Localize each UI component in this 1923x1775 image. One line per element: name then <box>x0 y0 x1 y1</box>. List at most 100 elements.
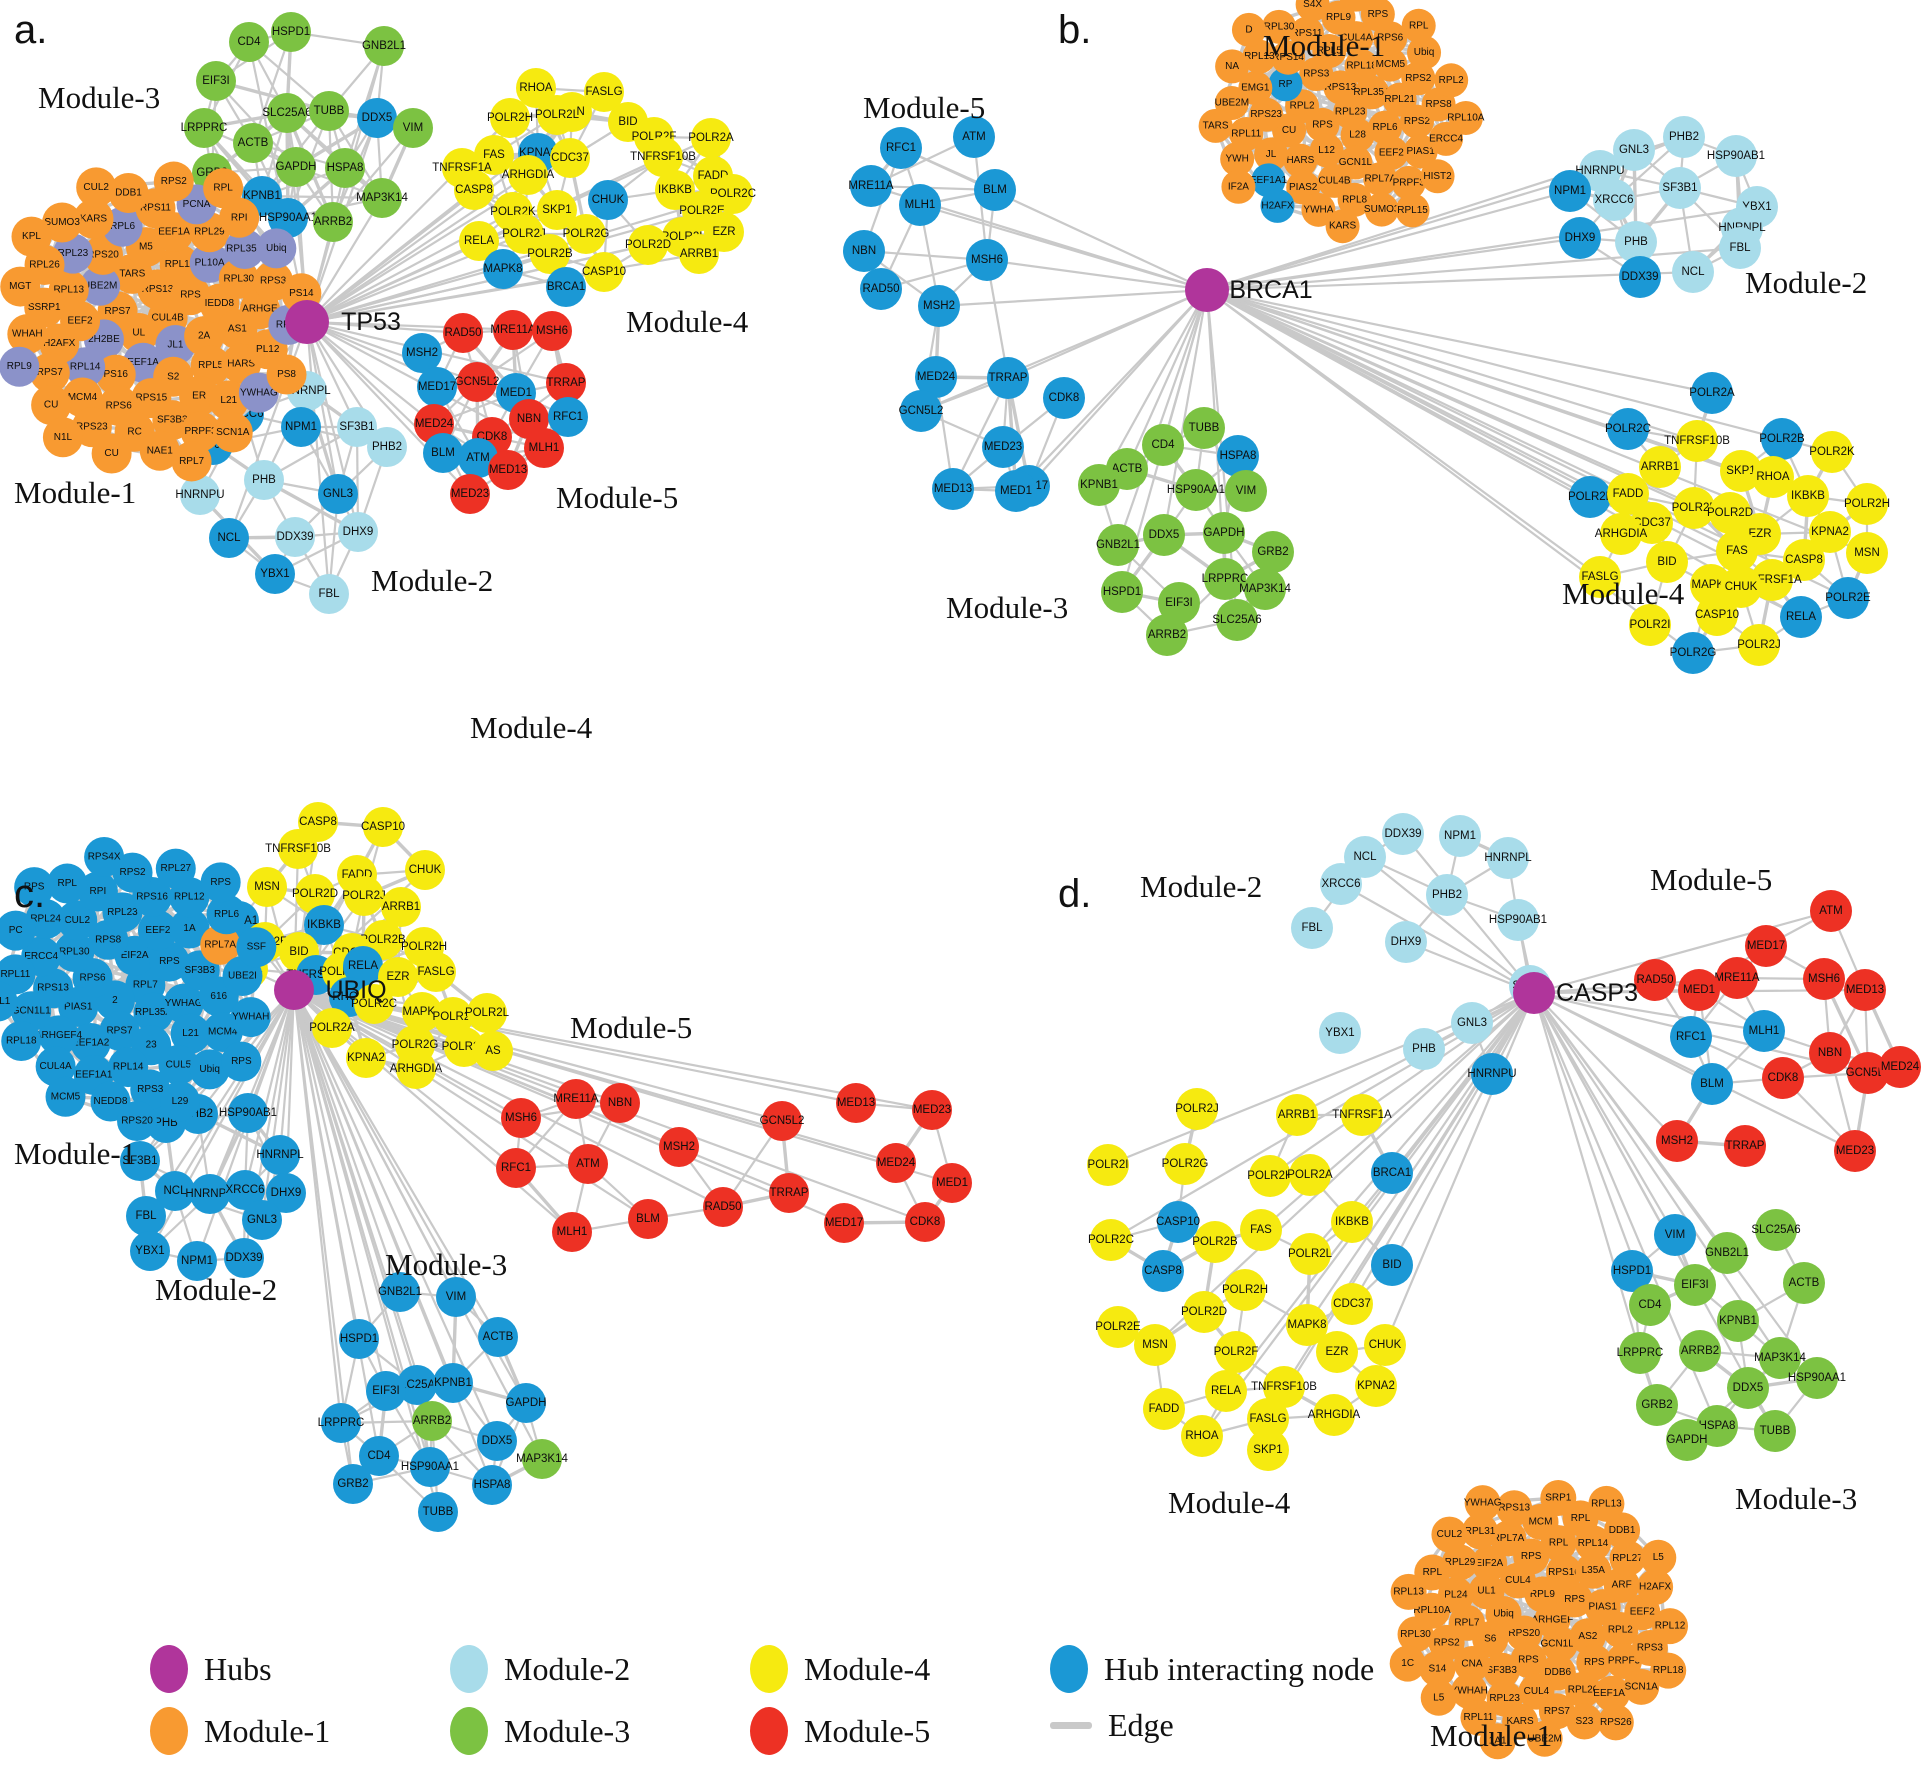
network-node[interactable]: RELA <box>1205 1370 1247 1412</box>
network-node[interactable]: GAPDH <box>1666 1419 1708 1461</box>
network-node[interactable]: POLR2B <box>1192 1221 1238 1263</box>
network-node[interactable]: MRE11A <box>1714 957 1760 999</box>
network-node[interactable]: BLM <box>1691 1063 1733 1105</box>
node-circle <box>1183 407 1225 449</box>
network-node[interactable]: ACTB <box>1783 1262 1825 1304</box>
panel-d-module-label-5: Module-1 <box>1430 1718 1553 1753</box>
network-node[interactable]: POLR2G <box>1162 1143 1209 1185</box>
network-node[interactable]: MED17 <box>1745 925 1787 967</box>
network-node[interactable]: POLR2F <box>1214 1331 1259 1373</box>
network-node[interactable]: MLH1 <box>1743 1010 1785 1052</box>
network-node[interactable]: LRPPRC <box>1617 1332 1664 1374</box>
node-circle <box>42 417 83 458</box>
network-node[interactable]: CDC37 <box>1331 1283 1373 1325</box>
network-node[interactable]: PHB <box>1403 1028 1445 1070</box>
hub-circle <box>285 300 329 344</box>
network-node[interactable]: TNFRSF1A <box>1332 1094 1392 1136</box>
network-node[interactable]: DHX9 <box>1385 921 1427 963</box>
legend-label: Module-1 <box>204 1712 331 1749</box>
network-node[interactable]: ARHGDIA <box>1308 1394 1361 1436</box>
network-node[interactable]: SLC25A6 <box>1751 1209 1801 1251</box>
panel-a-letter: a. <box>14 8 48 52</box>
network-node[interactable]: IKBKB <box>1331 1201 1373 1243</box>
network-node[interactable]: CUL2 <box>1431 1516 1468 1553</box>
network-node[interactable]: FADD <box>1143 1388 1185 1430</box>
network-node[interactable]: FAS <box>1240 1209 1282 1251</box>
network-node[interactable]: ARRB2 <box>1679 1330 1721 1372</box>
node-circle <box>1205 1370 1247 1412</box>
network-node[interactable]: KPNA2 <box>1355 1365 1397 1407</box>
node-circle <box>1634 959 1676 1001</box>
node-circle <box>233 123 273 163</box>
network-node[interactable]: BID <box>1371 1244 1413 1286</box>
network-node[interactable]: MSH2 <box>1656 1120 1698 1162</box>
network-node[interactable]: RPL13 <box>1588 1485 1625 1522</box>
network-node[interactable]: POLR2K <box>1247 1155 1293 1197</box>
network-node[interactable]: DDX5 <box>1727 1367 1769 1409</box>
network-node[interactable]: TRRAP <box>1724 1125 1766 1167</box>
network-node[interactable]: RPL12 <box>1652 1608 1689 1645</box>
network-node[interactable]: POLR2L <box>1288 1233 1333 1275</box>
node-circle <box>1217 435 1259 477</box>
network-node[interactable]: NPM1 <box>1439 815 1481 857</box>
network-node[interactable]: ATM <box>1810 890 1852 932</box>
network-node[interactable]: GNL3 <box>1451 1002 1493 1044</box>
network-node[interactable]: CDK8 <box>1762 1057 1804 1099</box>
network-node[interactable]: L5 <box>1640 1539 1677 1576</box>
panel-b-letter: b. <box>1058 8 1092 52</box>
node-circle <box>1340 118 1375 153</box>
network-node[interactable]: EIF3I <box>1674 1264 1716 1306</box>
network-node[interactable]: POLR2C <box>1088 1219 1134 1261</box>
network-node[interactable]: YBX1 <box>1319 1012 1361 1054</box>
network-node[interactable]: KPNB1 <box>1717 1300 1759 1342</box>
network-node[interactable]: PHB2 <box>1426 874 1468 916</box>
network-node[interactable]: YWHAG <box>1464 1485 1502 1522</box>
network-node[interactable]: POLR2D <box>1181 1291 1227 1333</box>
network-node[interactable]: BRCA1 <box>1371 1152 1413 1194</box>
network-node[interactable]: MSN <box>1134 1324 1176 1366</box>
node-circle <box>1331 1201 1373 1243</box>
node-circle <box>490 98 530 138</box>
network-node[interactable]: MSH6 <box>1803 958 1845 1000</box>
network-node[interactable]: TUBB <box>1754 1410 1796 1452</box>
network-node[interactable]: CASP8 <box>1142 1250 1184 1292</box>
network-node[interactable]: RPL13 <box>1390 1573 1427 1610</box>
network-node[interactable]: SRP1 <box>1540 1479 1577 1516</box>
network-node[interactable]: HSP90AB1 <box>1489 899 1547 941</box>
network-node[interactable]: RPL18 <box>1650 1652 1687 1689</box>
node-circle <box>1487 837 1529 879</box>
node-circle <box>1146 614 1188 656</box>
network-node[interactable]: ARRB1 <box>1276 1094 1318 1136</box>
network-node[interactable]: GRB2 <box>1636 1384 1678 1426</box>
network-node[interactable]: MED13 <box>1844 969 1886 1011</box>
network-node[interactable]: EZR <box>1316 1331 1358 1373</box>
node-circle <box>1844 969 1886 1011</box>
network-node[interactable]: MED23 <box>1834 1130 1876 1172</box>
network-node[interactable]: RPS13 <box>1496 1490 1533 1527</box>
network-node[interactable]: DDX39 <box>1382 813 1424 855</box>
network-node[interactable]: MED1 <box>1678 969 1720 1011</box>
network-node[interactable]: SKP1 <box>1247 1429 1289 1471</box>
network-node[interactable]: RHOA <box>1181 1415 1223 1457</box>
network-node[interactable]: MED24 <box>1879 1046 1921 1088</box>
network-node[interactable]: POLR2E <box>1095 1306 1141 1348</box>
network-node[interactable]: CHUK <box>1364 1324 1406 1366</box>
legend-color-swatch <box>450 1707 488 1755</box>
network-node[interactable]: 1C <box>1389 1645 1426 1682</box>
network-node[interactable]: CD4 <box>1629 1284 1671 1326</box>
network-node[interactable]: HNRNPL <box>1484 837 1532 879</box>
network-node[interactable]: S23 <box>1566 1703 1603 1740</box>
network-node[interactable]: POLR2I <box>1087 1144 1129 1186</box>
network-node[interactable]: XRCC6 <box>1320 863 1362 905</box>
network-node[interactable]: RPS26 <box>1597 1704 1634 1741</box>
network-node[interactable]: RAD50 <box>1634 959 1676 1001</box>
network-node[interactable]: L5 <box>1420 1679 1457 1716</box>
node-circle <box>860 268 902 310</box>
network-node[interactable]: NBN <box>1809 1032 1851 1074</box>
network-node[interactable]: CASP10 <box>1156 1201 1200 1243</box>
network-node[interactable]: VIM <box>1654 1214 1696 1256</box>
network-node[interactable]: RFC1 <box>1670 1016 1712 1058</box>
node-circle <box>508 155 548 195</box>
network-node[interactable]: FBL <box>1291 907 1333 949</box>
